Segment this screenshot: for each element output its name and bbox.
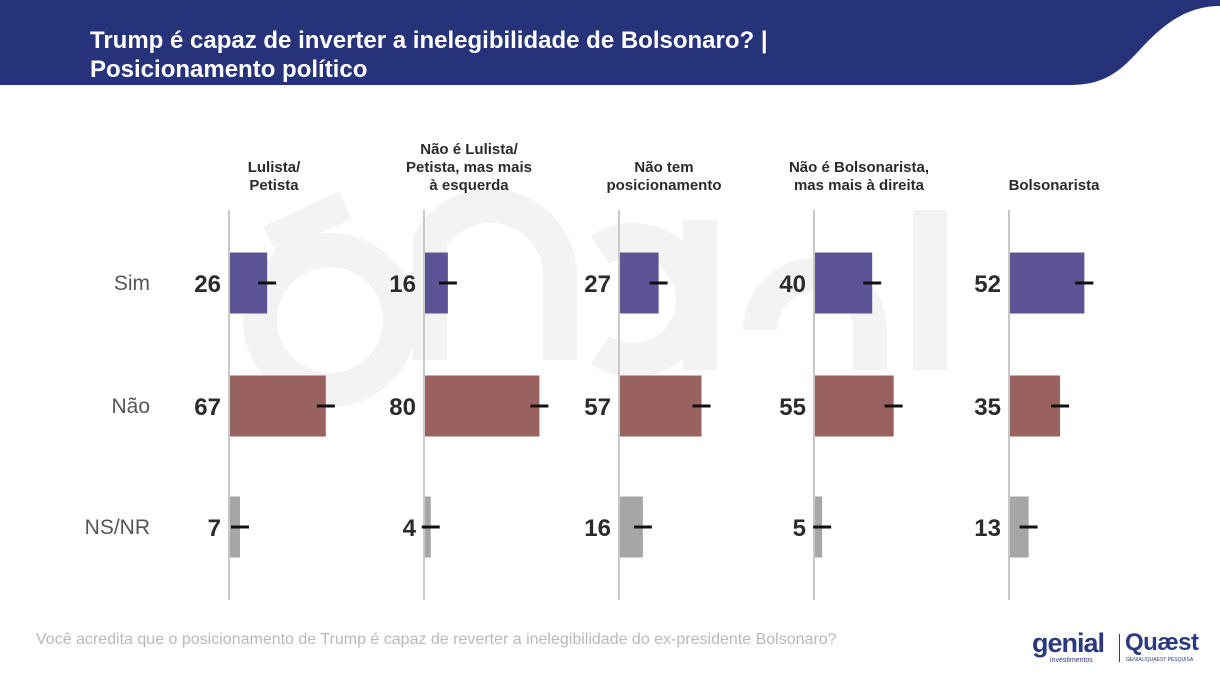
panel-4-bar-1	[815, 252, 873, 314]
panel-5-header-line-1: Bolsonarista	[1009, 177, 1101, 194]
chart-title-line-1: Trump é capaz de inverter a inelegibilid…	[90, 27, 768, 54]
quaest-logo-subtitle: GENIAL/QUAEST PESQUISA	[1126, 657, 1194, 663]
header-band	[0, 0, 1220, 85]
panel-5-bar-1	[1010, 252, 1085, 314]
panel-1-value-label-3: 7	[208, 515, 221, 542]
panel-3-header-line-1: Não tem	[634, 159, 693, 176]
logos: genial investimentos Quæst GENIAL/QUAEST…	[1030, 628, 1210, 668]
logo-divider	[1119, 634, 1120, 662]
panel-2-bar-2	[425, 375, 540, 437]
panel-3-value-label-3: 16	[584, 515, 611, 542]
panel-4-value-label-2: 55	[779, 394, 806, 421]
chart-title: Trump é capaz de inverter a inelegibilid…	[90, 26, 990, 84]
panel-1-bar-2	[230, 375, 326, 437]
row-label-1: Sim	[114, 272, 150, 295]
panel-3-value-label-1: 27	[584, 271, 611, 298]
question-text: Você acredita que o posicionamento de Tr…	[36, 631, 837, 648]
panel-5-value-label-2: 35	[974, 394, 1001, 421]
genial-logo: genial	[1032, 628, 1105, 658]
panel-3-value-label-2: 57	[584, 394, 611, 421]
genial-logo-subtitle: investimentos	[1050, 657, 1093, 664]
panel-2-header-line-2: Petista, mas mais	[406, 159, 532, 176]
panel-4-value-label-1: 40	[779, 271, 806, 298]
panel-5-value-label-3: 13	[974, 515, 1001, 542]
panel-2-header-line-3: à esquerda	[429, 177, 509, 194]
panel-4-bar-2	[815, 375, 894, 437]
panel-3-header-line-2: posicionamento	[606, 177, 721, 194]
panel-3-bar-3	[620, 496, 643, 558]
chart-title-line-2: Posicionamento político	[90, 56, 368, 83]
panel-2-value-label-1: 16	[389, 271, 416, 298]
row-label-2: Não	[111, 395, 150, 418]
panel-2-value-label-3: 4	[403, 515, 417, 542]
panel-2-value-label-2: 80	[389, 394, 416, 421]
panel-4-header-line-1: Não é Bolsonarista,	[789, 159, 929, 176]
panel-1-header-line-1: Lulista/	[248, 159, 301, 176]
panel-4-header-line-2: mas mais à direita	[794, 177, 925, 194]
row-label-3: NS/NR	[85, 516, 150, 539]
panel-5-value-label-1: 52	[974, 271, 1001, 298]
panel-2-bar-1	[425, 252, 448, 314]
panel-2-header-line-1: Não é Lulista/	[420, 141, 518, 158]
panel-1-value-label-2: 67	[194, 394, 221, 421]
panel-3-bar-2	[620, 375, 702, 437]
panel-5-bar-3	[1010, 496, 1029, 558]
panel-4-value-label-3: 5	[793, 515, 806, 542]
panel-1-value-label-1: 26	[194, 271, 221, 298]
quaest-logo: Quæst	[1125, 629, 1199, 656]
panel-1-header-line-2: Petista	[249, 177, 299, 194]
